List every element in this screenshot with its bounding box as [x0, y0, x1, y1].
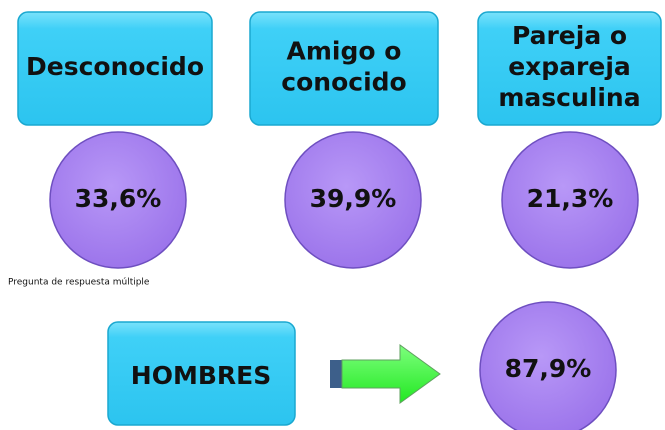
value-label: 21,3% [527, 184, 614, 213]
category-label: Pareja o [512, 21, 627, 50]
value-label: 39,9% [310, 184, 397, 213]
category-box [477, 11, 662, 126]
category-label: Desconocido [26, 52, 204, 81]
note: Pregunta de respuesta múltiple [8, 278, 150, 288]
category-label: Amigo o [287, 37, 402, 66]
category-label: expareja [508, 52, 631, 81]
category-label: conocido [281, 68, 406, 97]
summary-box [107, 321, 296, 426]
value-label: 33,6% [75, 184, 162, 213]
summary-label: HOMBRES [131, 361, 271, 390]
category-label: masculina [498, 83, 640, 112]
category-box [17, 11, 213, 126]
summary-circle [479, 301, 617, 430]
category-box [249, 11, 439, 126]
value-circle [501, 131, 639, 269]
arrow [330, 344, 441, 404]
summary-value: 87,9% [505, 354, 592, 383]
value-circle [284, 131, 422, 269]
value-circle [49, 131, 187, 269]
